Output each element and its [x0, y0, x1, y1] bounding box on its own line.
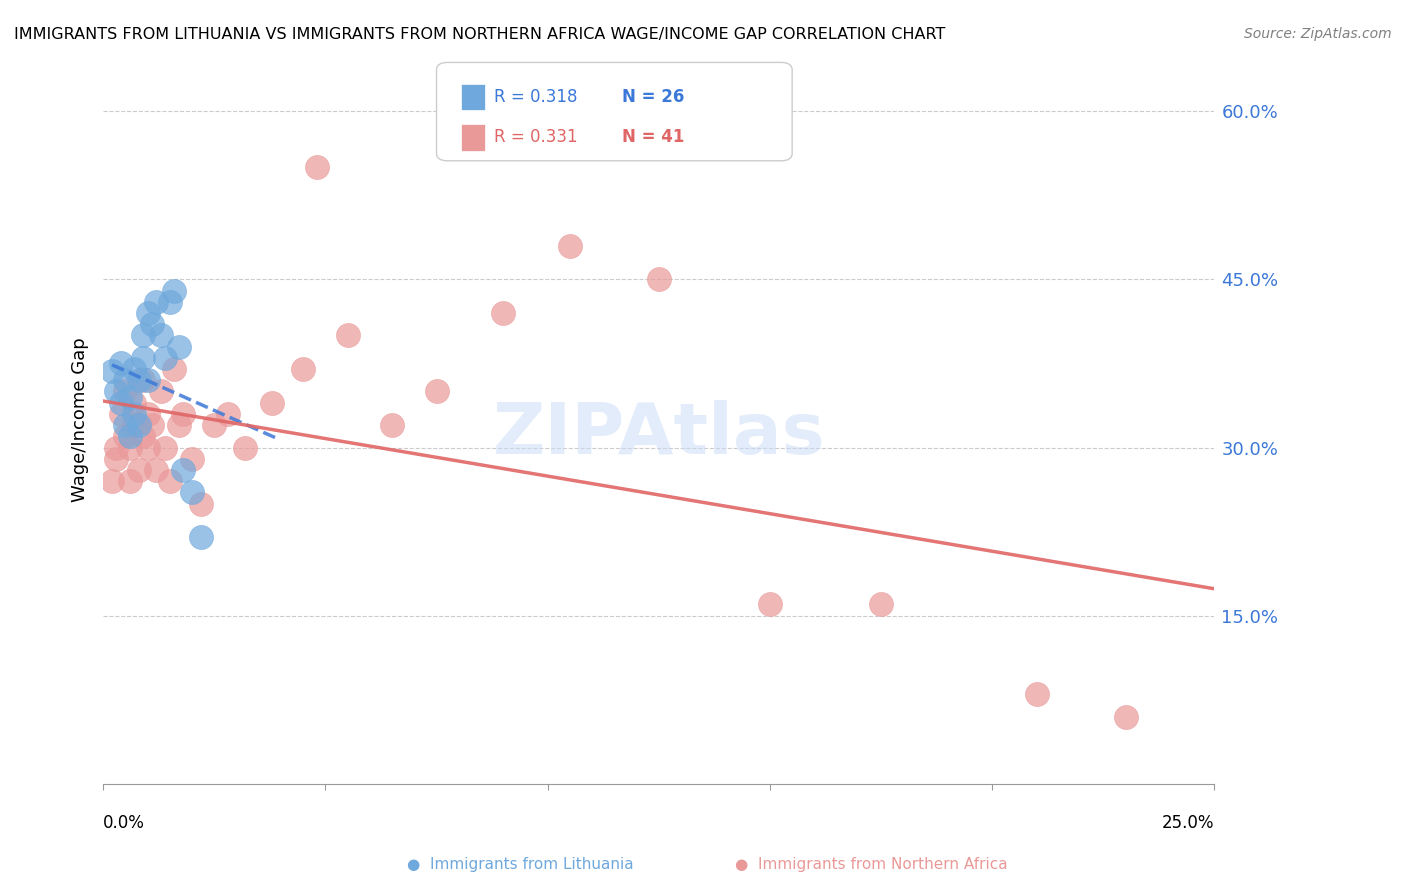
Point: [122, 395, 145, 409]
Point: [190, 497, 212, 511]
Text: ●  Immigrants from Lithuania: ● Immigrants from Lithuania: [406, 857, 634, 872]
Point: [172, 407, 194, 421]
Point: [292, 362, 315, 376]
Point: [132, 351, 155, 365]
Point: [118, 474, 141, 488]
Text: IMMIGRANTS FROM LITHUANIA VS IMMIGRANTS FROM NORTHERN AFRICA WAGE/INCOME GAP COR: IMMIGRANTS FROM LITHUANIA VS IMMIGRANTS …: [14, 27, 945, 42]
Point: [260, 395, 283, 409]
Point: [336, 328, 359, 343]
Point: [159, 474, 181, 488]
Point: [110, 407, 132, 421]
Point: [181, 485, 204, 500]
Text: Source: ZipAtlas.com: Source: ZipAtlas.com: [1244, 27, 1392, 41]
Point: [381, 418, 404, 433]
Point: [145, 294, 167, 309]
Point: [118, 390, 141, 404]
FancyBboxPatch shape: [461, 124, 485, 151]
Point: [114, 373, 136, 387]
Point: [1025, 687, 1047, 701]
Point: [141, 317, 163, 331]
Point: [492, 306, 515, 320]
Point: [118, 429, 141, 443]
FancyBboxPatch shape: [436, 62, 792, 161]
Point: [172, 463, 194, 477]
Point: [305, 160, 328, 174]
Point: [118, 441, 141, 455]
Point: [155, 441, 177, 455]
Point: [181, 451, 204, 466]
Point: [132, 429, 155, 443]
Text: R = 0.331: R = 0.331: [495, 128, 578, 146]
Point: [114, 418, 136, 433]
Point: [136, 441, 159, 455]
Text: ●  Immigrants from Northern Africa: ● Immigrants from Northern Africa: [735, 857, 1008, 872]
Point: [122, 407, 145, 421]
Point: [202, 418, 225, 433]
Text: ZIPAtlas: ZIPAtlas: [492, 400, 825, 468]
Point: [648, 272, 671, 286]
Point: [132, 328, 155, 343]
Point: [128, 373, 150, 387]
Point: [159, 294, 181, 309]
Point: [425, 384, 447, 399]
Point: [163, 284, 186, 298]
Point: [136, 306, 159, 320]
Point: [149, 328, 172, 343]
Point: [101, 364, 124, 378]
Point: [141, 418, 163, 433]
Point: [136, 373, 159, 387]
Point: [167, 340, 190, 354]
Point: [101, 474, 124, 488]
Y-axis label: Wage/Income Gap: Wage/Income Gap: [72, 337, 89, 502]
Point: [235, 441, 257, 455]
Point: [163, 362, 186, 376]
Point: [217, 407, 239, 421]
Point: [105, 441, 128, 455]
Point: [105, 384, 128, 399]
Point: [759, 598, 782, 612]
Point: [149, 384, 172, 399]
FancyBboxPatch shape: [461, 84, 485, 110]
Point: [190, 530, 212, 544]
Text: 0.0%: 0.0%: [103, 814, 145, 832]
Text: 25.0%: 25.0%: [1161, 814, 1215, 832]
Point: [122, 362, 145, 376]
Point: [128, 463, 150, 477]
Text: N = 26: N = 26: [621, 87, 685, 105]
Point: [1115, 709, 1137, 723]
Point: [136, 407, 159, 421]
Point: [110, 395, 132, 409]
Point: [558, 238, 581, 252]
Point: [128, 418, 150, 433]
Point: [167, 418, 190, 433]
Point: [870, 598, 893, 612]
Point: [122, 418, 145, 433]
Point: [145, 463, 167, 477]
Text: R = 0.318: R = 0.318: [495, 87, 578, 105]
Point: [110, 356, 132, 370]
Point: [105, 451, 128, 466]
Text: N = 41: N = 41: [621, 128, 685, 146]
Point: [132, 373, 155, 387]
Point: [114, 429, 136, 443]
Point: [114, 384, 136, 399]
Point: [155, 351, 177, 365]
